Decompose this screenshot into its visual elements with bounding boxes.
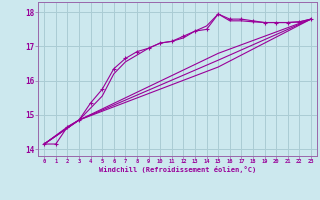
X-axis label: Windchill (Refroidissement éolien,°C): Windchill (Refroidissement éolien,°C) (99, 166, 256, 173)
